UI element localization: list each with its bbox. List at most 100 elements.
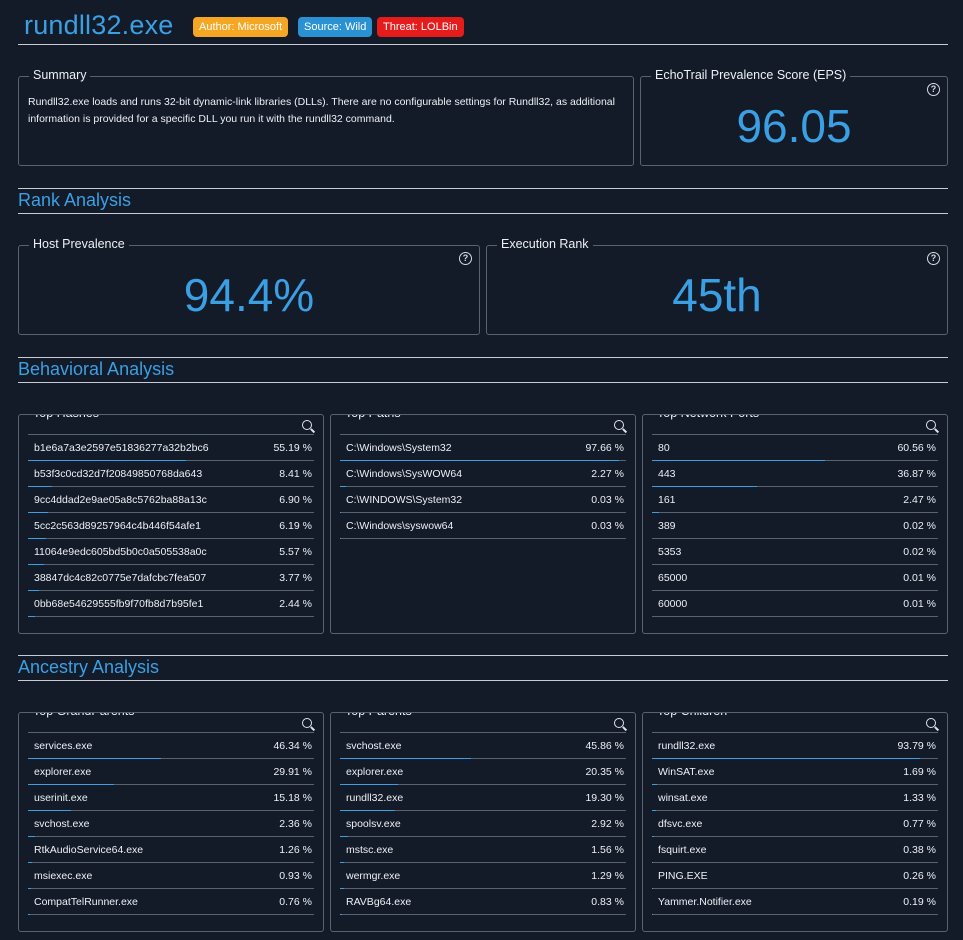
- list-item[interactable]: C:\WINDOWS\System32 0.03 %: [340, 487, 626, 513]
- search-icon[interactable]: [926, 420, 940, 434]
- list-item[interactable]: mstsc.exe 1.56 %: [340, 837, 626, 863]
- list-item[interactable]: rundll32.exe 93.79 %: [652, 733, 938, 759]
- list-item[interactable]: [340, 915, 626, 931]
- list-item[interactable]: C:\Windows\SysWOW64 2.27 %: [340, 461, 626, 487]
- prevalence-bar: [652, 836, 655, 837]
- list-item[interactable]: rundll32.exe 19.30 %: [340, 785, 626, 811]
- list-item-name: b1e6a7a3e2597e51836277a32b2bc6: [34, 442, 209, 454]
- list-item[interactable]: [652, 915, 938, 931]
- list-rows: services.exe 46.34 % explorer.exe 29.91 % us…: [28, 733, 314, 931]
- list-item[interactable]: b53f3c0cd32d7f20849850768da643 8.41 %: [28, 461, 314, 487]
- list-item[interactable]: svchost.exe 2.36 %: [28, 811, 314, 837]
- list-item[interactable]: [652, 617, 938, 633]
- prevalence-bar: [652, 486, 758, 487]
- list-item-name: C:\WINDOWS\System32: [346, 494, 463, 506]
- list-header-divider: [340, 434, 626, 435]
- list-item[interactable]: WinSAT.exe 1.69 %: [652, 759, 938, 785]
- prevalence-bar: [28, 512, 48, 513]
- list-item[interactable]: spoolsv.exe 2.92 %: [340, 811, 626, 837]
- list-item-percent: 1.29 %: [591, 870, 624, 882]
- list-item[interactable]: 5353 0.02 %: [652, 539, 938, 565]
- list-item-name: userinit.exe: [34, 792, 88, 804]
- panel-legend: Top Children: [653, 713, 732, 718]
- list-item[interactable]: C:\Windows\syswow64 0.03 %: [340, 513, 626, 539]
- threat-badge: Threat: LOLBin: [377, 17, 464, 37]
- list-item[interactable]: 11064e9edc605bd5b0c0a505538a0c 5.57 %: [28, 539, 314, 565]
- list-item[interactable]: services.exe 46.34 %: [28, 733, 314, 759]
- list-item[interactable]: [28, 617, 314, 633]
- question-circle-icon[interactable]: ?: [927, 252, 940, 265]
- list-item[interactable]: Yammer.Notifier.exe 0.19 %: [652, 889, 938, 915]
- list-item[interactable]: CompatTelRunner.exe 0.76 %: [28, 889, 314, 915]
- list-header-divider: [652, 434, 938, 435]
- list-item[interactable]: 9cc4ddad2e9ae05a8c5762ba88a13c 6.90 %: [28, 487, 314, 513]
- list-item[interactable]: b1e6a7a3e2597e51836277a32b2bc6 55.19 %: [28, 435, 314, 461]
- prevalence-bar: [340, 914, 343, 915]
- search-icon[interactable]: [302, 420, 316, 434]
- prevalence-bar: [28, 784, 114, 785]
- list-item-name: explorer.exe: [34, 766, 92, 778]
- list-item-percent: 6.19 %: [279, 520, 312, 532]
- list-item[interactable]: 38847dc4c82c0775e7dafcbc7fea507 3.77 %: [28, 565, 314, 591]
- list-item[interactable]: 65000 0.01 %: [652, 565, 938, 591]
- list-item-percent: 36.87 %: [897, 468, 936, 480]
- list-item[interactable]: winsat.exe 1.33 %: [652, 785, 938, 811]
- prevalence-bar: [652, 460, 826, 461]
- list-item-percent: 0.76 %: [279, 896, 312, 908]
- list-item-name: explorer.exe: [346, 766, 404, 778]
- list-item-name: winsat.exe: [658, 792, 708, 804]
- list-item-name: 0bb68e54629555fb9f70fb8d7b95fe1: [34, 598, 204, 610]
- list-item-name: wermgr.exe: [346, 870, 401, 882]
- prevalence-bar: [652, 862, 654, 863]
- list-item[interactable]: 60000 0.01 %: [652, 591, 938, 617]
- list-item-percent: 1.26 %: [279, 844, 312, 856]
- list-item-percent: 0.01 %: [903, 598, 936, 610]
- eps-legend: EchoTrail Prevalence Score (EPS): [651, 68, 851, 82]
- author-badge: Author: Microsoft: [193, 17, 289, 37]
- prevalence-bar: [28, 810, 72, 811]
- question-circle-icon[interactable]: ?: [459, 252, 472, 265]
- search-icon[interactable]: [926, 718, 940, 732]
- list-item-name: C:\Windows\SysWOW64: [346, 468, 463, 480]
- search-icon[interactable]: [614, 718, 628, 732]
- list-item[interactable]: userinit.exe 15.18 %: [28, 785, 314, 811]
- list-item[interactable]: 389 0.02 %: [652, 513, 938, 539]
- list-item[interactable]: 0bb68e54629555fb9f70fb8d7b95fe1 2.44 %: [28, 591, 314, 617]
- list-item[interactable]: svchost.exe 45.86 %: [340, 733, 626, 759]
- list-item[interactable]: 161 2.47 %: [652, 487, 938, 513]
- prevalence-bar: [28, 836, 35, 837]
- search-icon[interactable]: [302, 718, 316, 732]
- prevalence-bar: [340, 486, 347, 487]
- list-item[interactable]: fsquirt.exe 0.38 %: [652, 837, 938, 863]
- list-item-name: 11064e9edc605bd5b0c0a505538a0c: [34, 546, 207, 558]
- list-item-percent: 55.19 %: [273, 442, 312, 454]
- list-rows: C:\Windows\System32 97.66 % C:\Windows\Sys…: [340, 435, 626, 539]
- list-item[interactable]: msiexec.exe 0.93 %: [28, 863, 314, 889]
- list-item[interactable]: wermgr.exe 1.29 %: [340, 863, 626, 889]
- list-item[interactable]: C:\Windows\System32 97.66 %: [340, 435, 626, 461]
- list-item[interactable]: [28, 915, 314, 931]
- execution-rank-value: 45th: [672, 269, 762, 321]
- list-item[interactable]: RAVBg64.exe 0.83 %: [340, 889, 626, 915]
- list-item[interactable]: 443 36.87 %: [652, 461, 938, 487]
- list-item-percent: 6.90 %: [279, 494, 312, 506]
- list-item[interactable]: explorer.exe 20.35 %: [340, 759, 626, 785]
- list-item[interactable]: dfsvc.exe 0.77 %: [652, 811, 938, 837]
- question-circle-icon[interactable]: ?: [927, 83, 940, 96]
- prevalence-bar: [340, 862, 345, 863]
- list-item-percent: 45.86 %: [585, 740, 624, 752]
- list-item-percent: 0.26 %: [903, 870, 936, 882]
- list-item[interactable]: explorer.exe 29.91 %: [28, 759, 314, 785]
- list-rows: rundll32.exe 93.79 % WinSAT.exe 1.69 % winsa…: [652, 733, 938, 931]
- list-item[interactable]: 80 60.56 %: [652, 435, 938, 461]
- list-item-name: 9cc4ddad2e9ae05a8c5762ba88a13c: [34, 494, 207, 506]
- list-item-percent: 0.01 %: [903, 572, 936, 584]
- list-item[interactable]: PING.EXE 0.26 %: [652, 863, 938, 889]
- list-item-percent: 97.66 %: [585, 442, 624, 454]
- search-icon[interactable]: [614, 420, 628, 434]
- list-header-divider: [652, 732, 938, 733]
- behavioral-analysis-heading: Behavioral Analysis: [18, 359, 175, 379]
- list-item[interactable]: RtkAudioService64.exe 1.26 %: [28, 837, 314, 863]
- prevalence-bar: [28, 486, 53, 487]
- list-item[interactable]: 5cc2c563d89257964c4b446f54afe1 6.19 %: [28, 513, 314, 539]
